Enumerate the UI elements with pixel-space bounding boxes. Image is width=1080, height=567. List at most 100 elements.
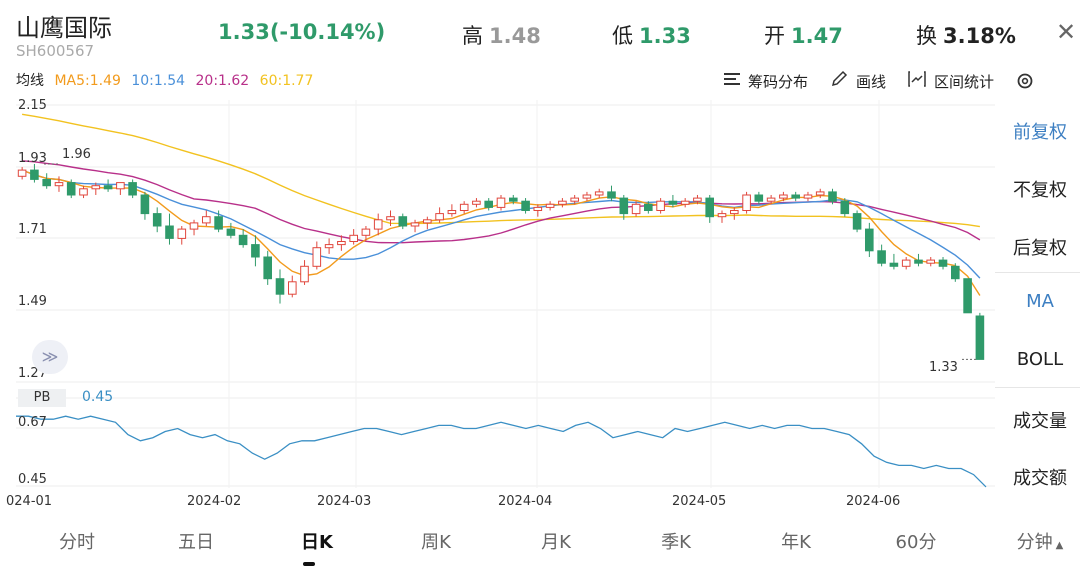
candle <box>693 194 702 205</box>
sidebar-item-turnover[interactable]: 成交额 <box>1013 468 1067 489</box>
low-marker-label: 1.33 <box>929 360 958 375</box>
candle <box>619 194 629 220</box>
candle <box>558 198 567 208</box>
candle <box>828 188 837 205</box>
candle-body <box>189 222 199 230</box>
candle <box>165 213 174 245</box>
candle-body <box>951 265 960 280</box>
candle <box>152 207 162 233</box>
stat-turnover: 换 3.18% <box>916 24 1016 48</box>
candle <box>91 182 101 195</box>
candle-body <box>926 259 936 264</box>
candle <box>509 194 518 205</box>
tab-yearly-k[interactable]: 年K <box>781 532 811 553</box>
candle-body <box>373 219 383 230</box>
range-chart-icon <box>908 71 926 91</box>
candle <box>116 182 125 195</box>
candle-body <box>324 244 334 249</box>
sidebar-item-forward-adjust[interactable]: 前复权 <box>1013 122 1067 143</box>
tab-weekly-k[interactable]: 周K <box>421 532 451 553</box>
candle <box>852 210 862 233</box>
candle <box>742 191 751 214</box>
ma10-label: 10:1.54 <box>131 73 186 89</box>
stat-high: 高 1.48 <box>462 24 541 48</box>
candle-body <box>263 256 272 280</box>
candle <box>337 235 346 251</box>
ma-title: 均线 <box>16 73 44 89</box>
candle-body <box>840 200 850 215</box>
candle <box>779 191 788 202</box>
candle-body <box>300 265 309 283</box>
tab-minute[interactable]: 分钟 ▲ <box>1016 532 1064 553</box>
tab-monthly-k[interactable]: 月K <box>541 532 571 553</box>
candle-body <box>914 259 923 264</box>
scroll-left-button[interactable]: ≫ <box>32 340 68 374</box>
tab-quarterly-k[interactable]: 季K <box>661 532 691 553</box>
candle <box>66 179 76 199</box>
candle-body <box>435 213 444 221</box>
candle <box>42 173 52 189</box>
pb-value: 0.45 <box>82 389 114 405</box>
candle <box>435 207 444 223</box>
sidebar-item-backward-adjust[interactable]: 后复权 <box>1013 238 1067 259</box>
candle-body <box>680 200 690 205</box>
pencil-icon <box>830 70 848 92</box>
candle-body <box>889 262 899 267</box>
date-label: 2024-05 <box>672 494 727 509</box>
candle <box>533 204 543 217</box>
pb-series-line <box>16 415 987 488</box>
candle <box>79 185 88 199</box>
high-marker-label: 1.96 <box>62 147 91 162</box>
close-icon[interactable]: ✕ <box>1056 18 1077 46</box>
candle <box>496 194 506 211</box>
candle <box>705 194 715 223</box>
candle <box>275 269 285 304</box>
range-stats-button[interactable]: 区间统计 <box>908 71 994 92</box>
candle <box>410 219 420 233</box>
sidebar-item-ma[interactable]: MA <box>1026 291 1054 312</box>
ma60-line <box>21 113 981 228</box>
candle <box>545 201 555 211</box>
settings-icon[interactable] <box>1016 72 1034 90</box>
sidebar-item-boll[interactable]: BOLL <box>1016 349 1064 370</box>
stock-code: SH600567 <box>16 42 95 60</box>
candle-body <box>594 191 604 196</box>
candle-body <box>140 194 150 215</box>
chip-distribution-button[interactable]: 筹码分布 <box>724 71 808 92</box>
candle <box>901 257 911 270</box>
candle <box>865 222 874 258</box>
candle-body <box>177 228 187 239</box>
candle <box>251 235 260 267</box>
candle <box>300 260 309 285</box>
ma10-line <box>21 169 981 279</box>
candle <box>717 210 727 223</box>
tab-intraday[interactable]: 分时 <box>59 532 95 553</box>
candle <box>484 198 493 211</box>
candle-body <box>79 188 88 196</box>
candle-body <box>337 241 346 246</box>
candle-body <box>545 203 555 208</box>
candle-body <box>619 197 629 215</box>
candle <box>189 219 199 236</box>
candle <box>963 278 972 314</box>
candle-body <box>521 200 530 211</box>
tab-daily-k[interactable]: 日K <box>301 532 333 553</box>
draw-line-button[interactable]: 画线 <box>830 70 886 92</box>
sidebar-item-no-adjust[interactable]: 不复权 <box>1013 180 1067 201</box>
candle <box>938 257 948 270</box>
price-axis-label: 1.71 <box>18 222 47 237</box>
candle <box>177 225 187 245</box>
ma-legend: 均线 MA5:1.49 10:1.54 20:1.62 60:1.77 <box>16 70 319 92</box>
stat-open: 开 1.47 <box>764 24 843 48</box>
candle-body <box>91 185 101 190</box>
candle <box>840 198 850 217</box>
sidebar-item-volume[interactable]: 成交量 <box>1013 411 1067 432</box>
candle <box>815 188 825 199</box>
candle-body <box>582 194 592 199</box>
date-label: 2024-04 <box>498 494 553 509</box>
candle-body <box>275 278 285 295</box>
tab-five-day[interactable]: 五日 <box>178 532 214 553</box>
candle-body <box>766 197 776 202</box>
kline-chart[interactable] <box>0 0 1000 500</box>
tab-60-min[interactable]: 60分 <box>895 532 937 553</box>
